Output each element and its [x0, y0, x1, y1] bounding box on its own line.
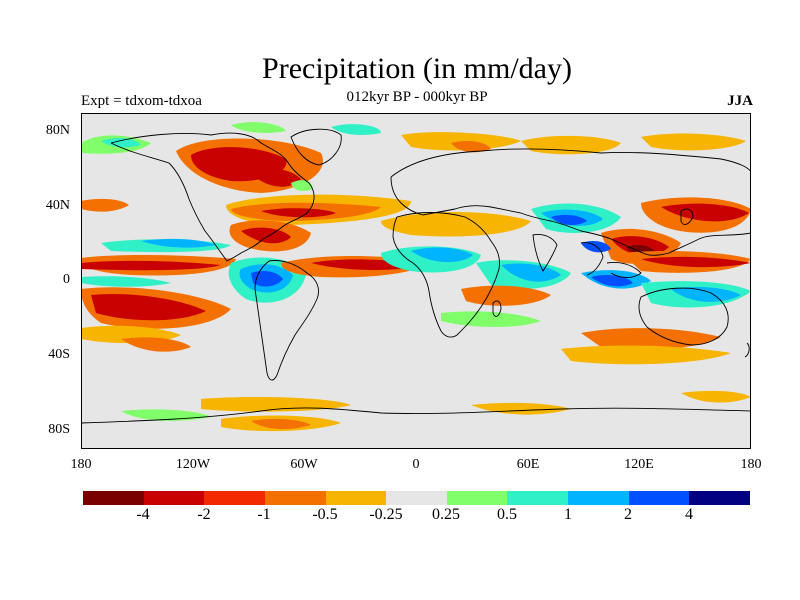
field-patch [411, 247, 473, 263]
field-patch [81, 260, 221, 271]
field-patch [331, 124, 381, 135]
colorbar-swatch [507, 491, 569, 505]
field-patch [251, 418, 311, 430]
colorbar-swatch [446, 491, 508, 505]
field-patch [451, 141, 491, 153]
field-patch [671, 287, 741, 302]
coastline-africa [392, 212, 500, 338]
field-patch [291, 180, 313, 191]
coastline-eurasia [390, 148, 751, 256]
lat-label-0: 0 [63, 272, 70, 287]
colorbar-swatch [689, 491, 751, 505]
field-patch [441, 311, 541, 327]
colorbar-label: 4 [685, 506, 693, 523]
colorbar-swatch [83, 491, 144, 505]
colorbar-swatch [325, 491, 387, 505]
map-subtitle: 012kyr BP - 000kyr BP [346, 89, 488, 105]
lat-label-40s: 40S [48, 347, 70, 362]
colorbar-label: -0.25 [369, 506, 403, 523]
colorbar-swatch [568, 491, 629, 505]
field-patch [141, 238, 216, 248]
field-patch [461, 285, 551, 306]
coastline-india [532, 234, 558, 272]
field-patch [101, 138, 141, 148]
field-patch [81, 198, 129, 212]
lat-label-80n: 80N [45, 123, 70, 138]
field-patch [681, 390, 751, 403]
colorbar-label: 0.25 [432, 506, 460, 523]
lon-label-180-east: 180 [740, 457, 762, 472]
field-patch [251, 168, 301, 187]
colorbar-label: -2 [197, 506, 211, 523]
field-patch [261, 208, 336, 218]
lon-label-60w: 60W [290, 457, 318, 472]
lon-label-120w: 120W [175, 457, 211, 472]
lon-label-120e: 120E [624, 457, 654, 472]
coastline-japan [680, 208, 694, 225]
colorbar-swatch [204, 491, 265, 505]
colorbar-label: 0.5 [497, 506, 517, 523]
coastline-madagascar [492, 300, 502, 317]
coastline-new-zealand [744, 342, 750, 358]
lat-label-40n: 40N [45, 198, 70, 213]
field-patch [591, 275, 633, 287]
colorbar-label: -4 [136, 506, 150, 523]
colorbar-label: 1 [564, 506, 572, 523]
field-patch [641, 133, 746, 151]
precipitation-field [81, 122, 751, 432]
coastline-australia [638, 287, 729, 346]
season-label: JJA [727, 93, 753, 109]
colorbar-swatch [628, 491, 690, 505]
colorbar-label: -0.5 [312, 506, 338, 523]
colorbar-label: -1 [257, 506, 271, 523]
coastline-north-america [110, 132, 315, 262]
lon-label-60e: 60E [516, 457, 540, 472]
field-patch [551, 214, 587, 226]
field-patch [401, 132, 521, 151]
experiment-label: Expt = tdxom-tdxoa [81, 93, 202, 109]
field-patch [381, 212, 531, 237]
coastline-southeast-asia [580, 242, 642, 278]
field-patch [501, 263, 561, 282]
field-patch [641, 256, 751, 268]
coastline-south-america [254, 260, 319, 381]
coastline-greenland [290, 128, 342, 166]
field-patch [231, 122, 286, 133]
colorbar-swatch [143, 491, 205, 505]
colorbar-swatch [264, 491, 326, 505]
lat-label-80s: 80S [48, 422, 70, 437]
coastline-antarctica [81, 407, 751, 424]
lon-label-180: 180 [70, 457, 92, 472]
field-patch [241, 227, 291, 244]
field-patch [121, 337, 191, 352]
field-patch [81, 276, 171, 287]
field-patch [91, 293, 206, 321]
field-patch [251, 271, 283, 287]
map-title: Precipitation (in mm/day) [262, 52, 572, 85]
map-border [81, 113, 751, 449]
lon-label-0: 0 [412, 457, 420, 472]
precipitation-map [81, 113, 751, 449]
colorbar [83, 491, 751, 505]
colorbar-label: 2 [624, 506, 632, 523]
colorbar-swatch [386, 491, 447, 505]
field-patch [561, 345, 731, 365]
coastlines [81, 128, 751, 424]
field-patch [661, 203, 749, 222]
